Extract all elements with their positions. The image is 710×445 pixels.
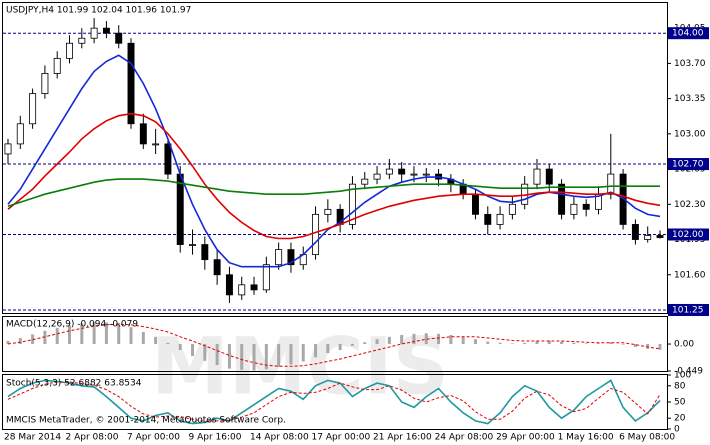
marks: 104.05103.70103.35103.00102.65102.30101.… xyxy=(3,18,709,443)
macd-title: MACD(12,26,9) -0.094 -0.079 xyxy=(6,320,138,330)
x-tick-label: 17 Apr 00:00 xyxy=(312,433,371,443)
moving-average xyxy=(7,112,661,240)
level-label: 102.70 xyxy=(672,160,704,170)
candle-body xyxy=(361,178,369,185)
candle-body xyxy=(287,249,295,266)
candle-body xyxy=(644,235,652,240)
candle-body xyxy=(398,168,406,175)
candle-body xyxy=(312,213,320,256)
copyright: MMCIS MetaTrader, © 2001-2014, MetaQuote… xyxy=(6,416,286,426)
level-label: 104.00 xyxy=(672,29,704,39)
y-tick-label: 103.70 xyxy=(674,59,706,69)
y-tick-label: 0 xyxy=(674,425,680,435)
candle-body xyxy=(238,284,246,296)
candle-body xyxy=(656,235,664,238)
main-frame xyxy=(2,2,668,314)
x-tick-label: 2 Apr 08:00 xyxy=(66,433,119,443)
candle-body xyxy=(41,73,49,94)
candle-body xyxy=(152,143,160,146)
candle-body xyxy=(201,244,209,261)
candle-body xyxy=(53,57,61,74)
stoch-frame xyxy=(2,374,668,430)
y-tick-label: 0.00 xyxy=(674,340,694,350)
signal-line xyxy=(7,323,661,367)
candle-body xyxy=(225,274,233,296)
candle-body xyxy=(422,173,430,176)
candle-body xyxy=(4,143,12,155)
candle-body xyxy=(484,213,492,225)
macd-frame xyxy=(2,316,668,372)
candle-body xyxy=(471,193,479,215)
y-tick-label: -0.449 xyxy=(674,367,703,377)
candle-body xyxy=(250,284,258,291)
x-tick-label: 6 May 08:00 xyxy=(619,433,675,443)
candle-body xyxy=(558,183,566,215)
candle-body xyxy=(373,173,381,180)
x-tick-label: 14 Apr 08:00 xyxy=(250,433,309,443)
candle-body xyxy=(29,93,37,125)
y-tick-label: 50 xyxy=(674,398,686,408)
level-label-box xyxy=(668,158,709,171)
level-label-box xyxy=(668,27,709,40)
y-tick-label: 102.30 xyxy=(674,200,706,210)
candle-body xyxy=(533,168,541,185)
x-tick-label: 28 Mar 2014 xyxy=(4,433,61,443)
stoch-line xyxy=(7,381,661,422)
stoch-line xyxy=(7,379,661,425)
candle-body xyxy=(16,123,24,145)
candle-body xyxy=(115,32,123,44)
main-title: USDJPY,H4 101.99 102.04 101.96 101.97 xyxy=(6,6,191,16)
x-tick-label: 1 May 16:00 xyxy=(558,433,614,443)
x-tick-label: 21 Apr 16:00 xyxy=(373,433,432,443)
candle-body xyxy=(164,143,172,175)
candle-body xyxy=(631,224,639,240)
moving-average xyxy=(7,178,660,208)
level-label-box xyxy=(668,303,709,316)
candle-body xyxy=(262,264,270,291)
stoch-title: Stoch(5,3,3) 52.6882 63.8534 xyxy=(6,379,142,389)
candle-body xyxy=(324,208,332,215)
candle-body xyxy=(189,244,197,246)
candle-body xyxy=(127,42,135,125)
candle-body xyxy=(508,203,516,215)
x-tick-label: 24 Apr 08:00 xyxy=(435,433,494,443)
candle-body xyxy=(570,203,578,215)
watermark: MMCIS xyxy=(151,322,449,412)
x-tick-label: 9 Apr 16:00 xyxy=(189,433,242,443)
level-label: 102.00 xyxy=(672,230,704,240)
y-tick-label: 101.60 xyxy=(674,270,706,280)
x-tick-label: 7 Apr 00:00 xyxy=(127,433,180,443)
candle-body xyxy=(90,27,98,39)
candle-body xyxy=(139,123,147,145)
candle-body xyxy=(607,173,615,195)
level-label: 101.25 xyxy=(672,305,704,315)
x-tick-label: 29 Apr 00:00 xyxy=(496,433,555,443)
y-tick-label: 80 xyxy=(674,381,686,391)
y-tick-label: 103.35 xyxy=(674,94,706,104)
candle-body xyxy=(348,183,356,225)
candle-body xyxy=(66,42,73,59)
candle-body xyxy=(78,37,86,44)
y-tick-label: 100 xyxy=(674,371,691,381)
y-tick-label: 103.00 xyxy=(674,129,706,139)
candle-body xyxy=(385,168,393,175)
level-label-box xyxy=(668,228,709,241)
candle-body xyxy=(582,203,590,210)
candle-body xyxy=(102,27,110,34)
y-tick-label: 20 xyxy=(674,414,686,424)
candle-body xyxy=(496,213,504,225)
candle-body xyxy=(275,249,283,266)
candle-body xyxy=(410,173,418,176)
candle-body xyxy=(545,168,553,185)
candle-body xyxy=(213,259,221,276)
candle-body xyxy=(176,173,184,245)
